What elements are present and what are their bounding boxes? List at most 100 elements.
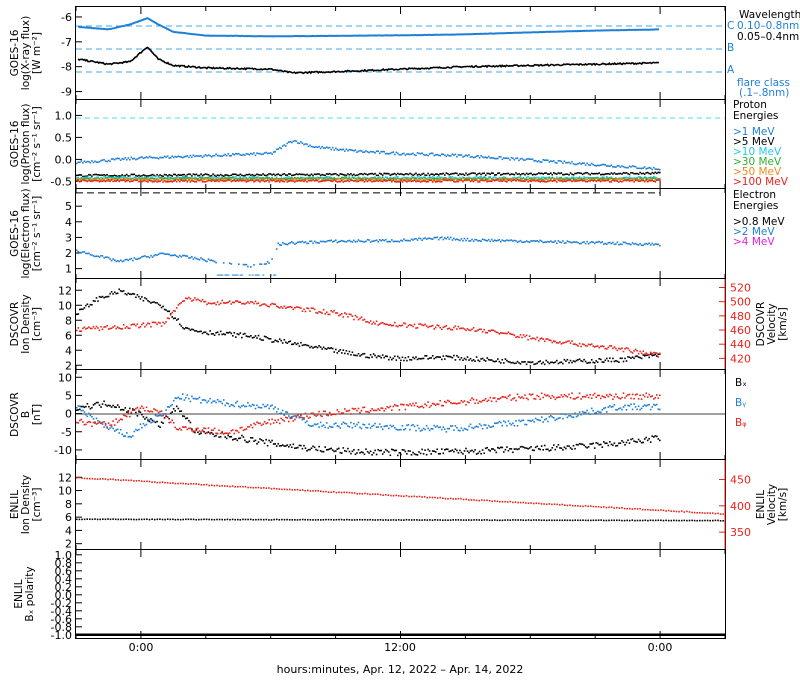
proton-point	[228, 176, 231, 178]
proton-point	[298, 173, 301, 175]
dscovr_mag-point	[186, 417, 189, 419]
dscovr_plasma-point	[291, 343, 293, 346]
dscovr_plasma-point	[537, 339, 540, 342]
dscovr_mag-point	[195, 398, 198, 400]
xray-series-line	[78, 16, 660, 38]
dscovr_plasma-point	[218, 303, 220, 306]
dscovr_plasma-point	[345, 313, 348, 315]
proton-point	[486, 178, 488, 181]
electron-point	[148, 256, 151, 259]
dscovr_mag-point	[600, 397, 602, 400]
electron-point	[510, 239, 513, 241]
dscovr_plasma-point	[653, 351, 655, 354]
proton-point	[377, 174, 379, 177]
dscovr_mag-point	[139, 423, 142, 425]
dscovr_mag-point	[100, 422, 102, 424]
proton-point	[144, 157, 146, 159]
dscovr_plasma-point	[522, 361, 525, 363]
proton-point	[596, 164, 599, 167]
proton-point	[133, 173, 136, 176]
proton-point	[116, 179, 119, 181]
proton-point	[266, 174, 269, 176]
dscovr_mag-point	[518, 396, 520, 398]
proton-point	[389, 174, 392, 176]
dscovr_mag-point	[598, 411, 600, 413]
proton-point	[462, 156, 464, 158]
proton-point	[444, 177, 446, 179]
proton-point	[210, 180, 213, 182]
proton-point	[274, 174, 276, 177]
electron-point	[336, 241, 339, 244]
proton-point	[325, 146, 328, 148]
dscovr_plasma-point	[110, 291, 113, 293]
dscovr_plasma-point	[468, 359, 470, 361]
dscovr_mag-point	[230, 435, 233, 438]
electron-point	[418, 237, 420, 240]
dscovr_mag-point	[540, 392, 543, 395]
dscovr_mag-point	[209, 397, 211, 400]
proton-point	[292, 174, 295, 176]
dscovr_mag-point	[360, 409, 363, 412]
proton-point	[136, 175, 139, 177]
dscovr_mag-point	[139, 407, 142, 409]
dscovr_mag-point	[441, 428, 443, 431]
dscovr_mag-point	[118, 432, 120, 434]
proton-point	[318, 177, 320, 179]
enlil_plasma-point	[252, 519, 255, 521]
proton-point	[168, 174, 170, 176]
proton-point	[169, 177, 172, 179]
dscovr_mag-point	[219, 435, 222, 438]
proton-point	[330, 180, 332, 182]
dscovr_plasma-point	[510, 362, 513, 364]
dscovr_plasma-point	[601, 345, 604, 347]
dscovr_plasma-point	[500, 332, 502, 334]
electron-point	[83, 251, 86, 253]
proton-point	[94, 173, 96, 176]
dscovr_mag-point	[519, 446, 522, 448]
proton-point	[268, 173, 270, 175]
dscovr_mag-point	[106, 426, 108, 428]
proton-point	[483, 156, 485, 159]
proton-point	[245, 181, 248, 183]
dscovr_mag-point	[189, 427, 192, 430]
dscovr_mag-point	[586, 409, 588, 412]
proton-point	[141, 175, 143, 177]
dscovr_plasma-point	[95, 325, 98, 328]
proton-point	[163, 155, 166, 158]
dscovr_plasma-point	[516, 335, 519, 338]
dscovr_mag-point	[554, 398, 557, 401]
electron-point	[593, 242, 596, 245]
dscovr_mag-point	[268, 407, 270, 410]
proton-point	[222, 178, 225, 181]
dscovr_plasma-point	[316, 312, 319, 314]
dscovr_mag-point	[162, 413, 164, 415]
dscovr_plasma-point	[175, 307, 178, 309]
proton-point	[442, 179, 445, 181]
dscovr_plasma-point	[350, 354, 352, 356]
proton-point	[354, 149, 357, 151]
proton-point	[613, 166, 616, 168]
dscovr_plasma-point	[194, 297, 196, 299]
dscovr_plasma-point	[469, 329, 472, 332]
electron-point	[631, 242, 634, 244]
proton-point	[118, 157, 120, 160]
proton-point	[631, 178, 634, 180]
dscovr_mag-point	[163, 413, 166, 415]
dscovr_mag-point	[433, 424, 435, 427]
proton-point	[537, 160, 540, 162]
proton-point	[453, 154, 455, 156]
dscovr_plasma-point	[631, 356, 634, 358]
proton-point	[398, 181, 401, 183]
dscovr_plasma-point	[324, 347, 326, 350]
dscovr_plasma-point	[603, 345, 605, 348]
electron-point	[454, 238, 457, 241]
dscovr_mag-point	[328, 411, 331, 414]
electron-point	[427, 237, 429, 240]
dscovr_mag-point	[204, 399, 207, 402]
dscovr_mag-point	[466, 450, 469, 452]
proton-point	[275, 179, 278, 181]
proton-point	[180, 156, 183, 158]
electron-point	[298, 241, 301, 243]
proton-point	[80, 176, 83, 179]
proton-point	[495, 157, 498, 160]
